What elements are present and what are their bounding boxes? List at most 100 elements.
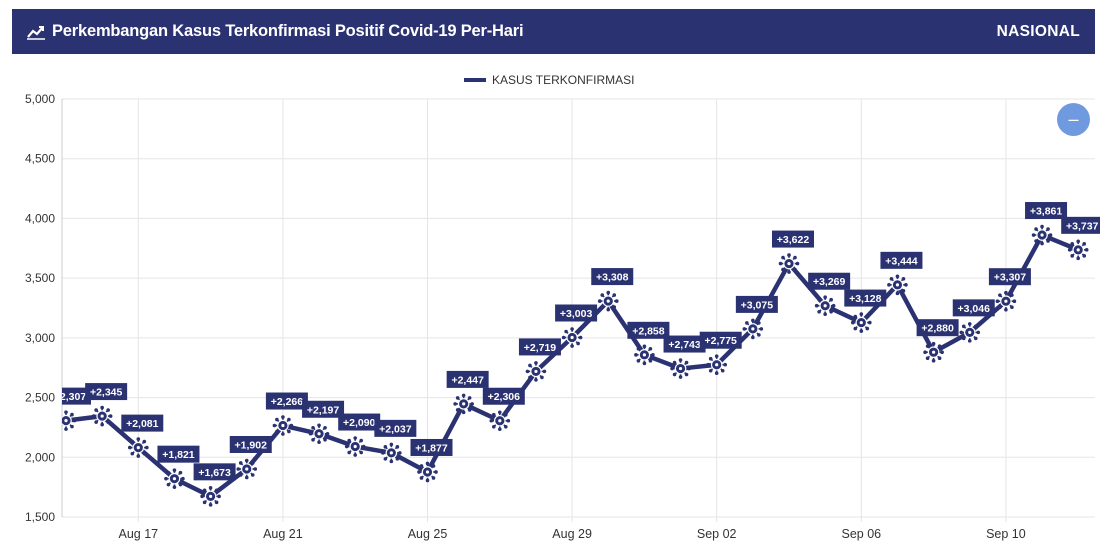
data-label-text: +1,877 [415,442,448,454]
x-tick-label: Aug 17 [118,527,158,541]
virus-icon [128,437,149,458]
virus-icon [1031,224,1053,246]
data-label-text: +1,673 [198,467,231,479]
data-label: +3,622 [772,230,814,248]
y-tick-label: 1,500 [25,510,55,524]
chart-legend[interactable]: KASUS TERKONFIRMASI [464,72,634,88]
data-label-text: +1,821 [162,449,195,461]
data-label: +2,090 [338,413,381,431]
virus-icon [887,274,908,296]
virus-icon [561,327,583,348]
y-tick-label: 3,000 [25,331,55,345]
virus-icon [814,295,836,317]
virus-icon [923,341,944,363]
virus-icon [525,361,547,382]
data-label-text: +2,447 [451,374,484,386]
legend-swatch [464,78,486,82]
data-label: +3,861 [1025,202,1068,220]
data-label: +1,877 [410,438,453,456]
virus-icon [995,290,1017,312]
virus-icon [62,410,77,431]
y-tick-label: 4,000 [25,211,55,225]
virus-icon [381,442,402,464]
data-label-text: +1,902 [235,439,268,451]
data-label: +1,902 [229,435,272,453]
data-label: +3,075 [735,295,778,313]
virus-icon [597,290,619,312]
scope-label: NASIONAL [996,22,1080,40]
y-tick-label: 2,000 [25,450,55,464]
data-label-text: +3,861 [1030,206,1063,218]
data-label-text: +3,075 [741,299,774,311]
data-label: +2,306 [482,387,525,405]
data-label-text: +3,308 [596,272,629,284]
data-label-text: +3,737 [1066,220,1099,232]
data-label: +1,673 [193,463,236,481]
data-label-text: +2,197 [307,404,340,416]
x-tick-label: Sep 02 [697,527,737,541]
zoom-out-button[interactable]: – [1057,103,1090,136]
data-label: +2,081 [121,414,164,432]
header-title-group: Perkembangan Kasus Terkonfirmasi Positif… [26,9,524,54]
data-label-text: +2,037 [379,423,412,435]
data-label: +2,743 [663,335,706,353]
virus-icon [272,415,294,436]
data-label-text: +3,003 [560,308,593,320]
virus-icon [200,486,221,507]
data-label-text: +2,345 [90,387,123,399]
data-label: +2,307 [54,387,91,405]
virus-icon [959,322,981,343]
data-label-text: +3,444 [885,255,918,267]
data-label: +1,821 [157,445,200,463]
data-label: +2,197 [302,400,345,418]
data-label: +2,266 [265,392,308,410]
virus-icon [417,461,438,483]
chart-axes: 1,500 2,000 2,500 3,000 3,500 4,000 4,500 5,000… [25,92,1026,541]
series-data-labels: +2,307 +2,345 +2,081 +1,821+1,673 +1,902 +2,2… [54,202,1100,481]
virus-icon [236,458,258,480]
data-label-text: +2,880 [921,323,954,335]
y-tick-label: 5,000 [25,92,55,106]
data-label: +3,307 [988,268,1031,286]
virus-icon [344,436,366,457]
data-label-text: +3,269 [813,276,846,288]
y-tick-label: 3,500 [25,271,55,285]
x-tick-label: Sep 10 [986,527,1026,541]
line-chart-icon [27,25,45,40]
data-label: +3,737 [1061,216,1100,234]
plot-area: +2,307 +2,345 +2,081 +1,821+1,673 +1,902 +2,2… [54,202,1100,507]
virus-icon [851,312,872,333]
x-tick-label: Sep 06 [841,527,881,541]
data-label: +3,128 [844,289,887,307]
virus-icon [634,344,655,366]
data-label: +2,037 [374,419,417,437]
y-tick-label: 2,500 [25,391,55,405]
data-label: +3,003 [555,304,598,322]
x-tick-label: Aug 29 [552,527,592,541]
virus-icon [670,358,691,379]
data-label: +2,719 [518,338,561,356]
data-label-text: +2,081 [126,418,159,430]
data-label: +2,775 [699,331,742,349]
data-label-text: +2,307 [54,391,87,403]
virus-icon [164,468,185,489]
data-label-text: +2,266 [271,396,304,408]
virus-icon [778,253,800,274]
data-label-text: +2,306 [488,391,521,403]
chart-header: Perkembangan Kasus Terkonfirmasi Positif… [12,9,1095,54]
virus-icon [742,318,764,340]
data-label: +2,880 [916,319,959,337]
data-label-text: +2,858 [632,325,665,337]
data-label-text: +3,307 [994,272,1027,284]
data-label: +3,269 [808,272,851,290]
virus-icon [308,423,330,445]
virus-icon [91,405,113,427]
virus-icon [453,393,474,415]
data-label-text: +2,719 [524,342,557,354]
data-label: +2,447 [446,370,489,388]
data-label-text: +3,622 [777,234,810,246]
data-label: +2,345 [85,383,128,401]
data-label-text: +2,090 [343,417,376,429]
data-label-text: +3,128 [849,293,882,305]
